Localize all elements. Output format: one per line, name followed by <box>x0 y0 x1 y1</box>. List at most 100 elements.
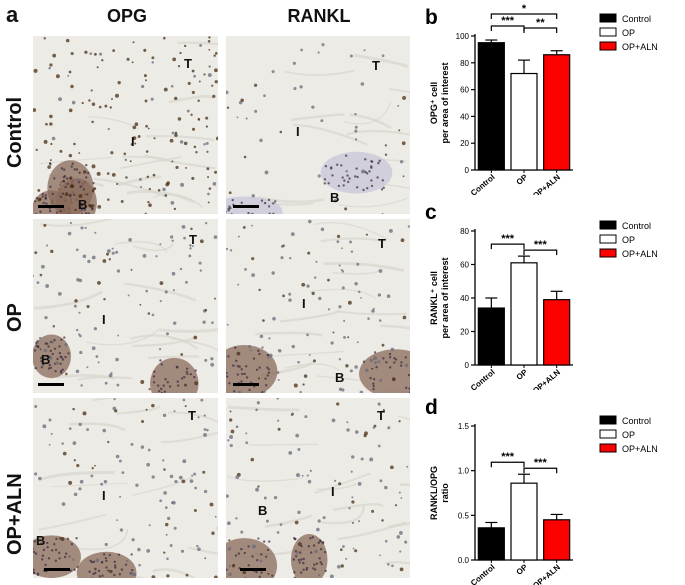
legend-swatch <box>599 27 617 37</box>
micrograph-op-aln-rankl <box>226 398 410 578</box>
significance-label: *** <box>501 233 515 245</box>
bar <box>543 299 571 366</box>
micro-label-i: I <box>302 296 306 311</box>
legend-label: OP <box>622 430 635 440</box>
y-tick-label: 80 <box>460 227 469 236</box>
scale-bar <box>38 205 64 208</box>
y-axis-label: per area of interest <box>440 62 450 143</box>
x-tick-label: Control <box>469 368 497 390</box>
x-tick-label: OP+ALN <box>531 562 562 585</box>
y-axis-label: ratio <box>440 483 450 503</box>
bar <box>477 42 505 171</box>
legend-label: Control <box>622 221 651 231</box>
y-tick-label: 0 <box>465 166 470 175</box>
micro-label-b: B <box>78 197 88 212</box>
micrograph-control-opg <box>33 36 218 214</box>
y-tick-label: 20 <box>460 139 469 148</box>
significance-bracket <box>490 25 525 32</box>
y-tick-label: 0.0 <box>458 556 470 565</box>
y-tick-label: 1.5 <box>458 422 470 431</box>
scale-bar <box>44 568 70 571</box>
scale-bar <box>38 383 64 386</box>
significance-bracket <box>490 243 525 250</box>
legend-swatch <box>599 415 617 425</box>
y-tick-label: 80 <box>460 59 469 68</box>
significance-bracket <box>490 13 558 19</box>
row-label-op: OP <box>4 303 26 332</box>
y-tick-label: 40 <box>460 294 469 303</box>
row-label-control: Control <box>4 96 26 168</box>
legend-label: OP+ALN <box>622 249 658 259</box>
bar <box>510 482 538 561</box>
y-tick-label: 0 <box>465 361 470 370</box>
legend-swatch <box>599 220 617 230</box>
micro-label-t: T <box>184 56 192 71</box>
significance-label: * <box>522 3 527 15</box>
bar <box>477 307 505 366</box>
significance-bracket <box>523 249 558 256</box>
bar <box>543 54 571 171</box>
legend-swatch <box>599 41 617 51</box>
y-axis-label: RANKL⁺ cell <box>429 271 439 325</box>
scale-bar <box>233 383 259 386</box>
chart-panel-c: c RANKL⁺ cell per area of interest 0 20 40 60 8… <box>425 201 658 390</box>
legend-label: OP+ALN <box>622 42 658 52</box>
x-tick-label: Control <box>469 563 497 585</box>
significance-bracket <box>523 467 558 474</box>
x-tick-label: OP+ALN <box>531 367 562 390</box>
significance-label: *** <box>534 239 548 251</box>
bar <box>477 527 505 561</box>
y-axis-label: OPG⁺ cell <box>429 82 439 124</box>
y-tick-label: 0.5 <box>458 511 470 520</box>
legend-label: Control <box>622 14 651 24</box>
micro-label-b: B <box>41 352 51 367</box>
panel-letter: b <box>425 6 438 29</box>
legend-swatch <box>599 429 617 439</box>
significance-label: *** <box>501 451 515 463</box>
significance-label: *** <box>534 457 548 469</box>
panel-a-letter: a <box>6 2 19 27</box>
y-tick-label: 40 <box>460 112 469 121</box>
y-tick-label: 60 <box>460 86 469 95</box>
y-tick-label: 100 <box>456 32 470 41</box>
micro-label-i: I <box>131 134 135 149</box>
legend-label: Control <box>622 416 651 426</box>
micro-label-b: B <box>330 190 340 205</box>
x-tick-label: OP <box>515 562 530 577</box>
legend-swatch <box>599 13 617 23</box>
micrograph-op-opg <box>33 219 218 393</box>
column-header-opg: OPG <box>106 6 147 26</box>
column-header-rankl: RANKL <box>287 6 351 26</box>
scale-bar <box>233 205 259 208</box>
legend-label: OP+ALN <box>622 444 658 454</box>
legend-swatch <box>599 248 617 258</box>
scale-bar <box>240 568 266 571</box>
y-axis-label: RANKL/OPG <box>429 466 439 520</box>
micro-label-t: T <box>377 408 385 423</box>
micro-label-i: I <box>296 124 300 139</box>
x-tick-label: OP <box>515 172 530 187</box>
micro-label-b: B <box>335 370 345 385</box>
legend-swatch <box>599 443 617 453</box>
micrograph-control-rankl <box>226 36 410 214</box>
x-tick-label: OP <box>515 367 530 382</box>
y-tick-label: 1.0 <box>458 467 470 476</box>
bar <box>510 262 538 366</box>
x-tick-label: OP+ALN <box>531 172 562 195</box>
bar <box>543 519 571 561</box>
micrograph-op-rankl <box>226 219 410 393</box>
y-tick-label: 60 <box>460 261 469 270</box>
y-tick-label: 20 <box>460 328 469 337</box>
chart-panel-b: b OPG⁺ cell per area of interest 0 20 40 60 80 1… <box>425 3 658 195</box>
micro-label-t: T <box>188 408 196 423</box>
bar <box>510 72 538 171</box>
significance-label: ** <box>536 17 545 29</box>
row-label-op-aln: OP+ALN <box>4 473 26 555</box>
micro-label-t: T <box>189 232 197 247</box>
micro-label-i: I <box>102 312 106 327</box>
significance-label: *** <box>501 15 515 27</box>
y-axis-label: per area of interest <box>440 257 450 338</box>
legend-label: OP <box>622 28 635 38</box>
micrograph-op-aln-opg <box>33 398 218 578</box>
